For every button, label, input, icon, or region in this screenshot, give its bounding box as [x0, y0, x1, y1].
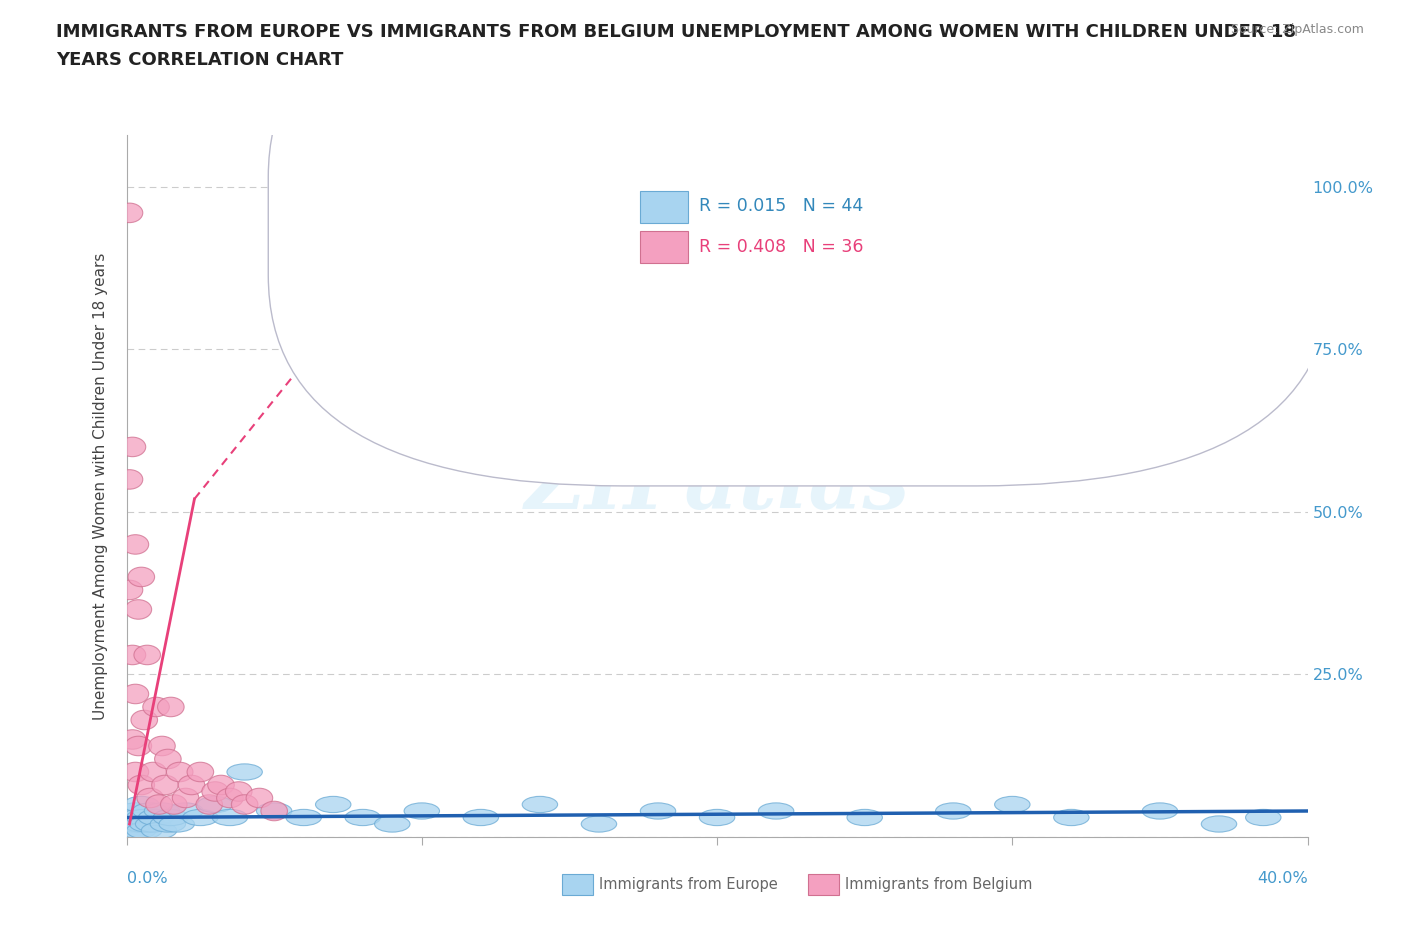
Ellipse shape — [846, 809, 883, 826]
Ellipse shape — [315, 796, 352, 813]
Ellipse shape — [935, 803, 972, 819]
Ellipse shape — [125, 737, 152, 756]
Text: ZIPatlas: ZIPatlas — [524, 445, 910, 526]
Ellipse shape — [138, 809, 174, 826]
Ellipse shape — [124, 816, 159, 832]
Ellipse shape — [1246, 809, 1281, 826]
Ellipse shape — [699, 809, 735, 826]
Ellipse shape — [132, 803, 167, 819]
Ellipse shape — [187, 763, 214, 782]
Ellipse shape — [153, 809, 188, 826]
Ellipse shape — [212, 809, 247, 826]
Ellipse shape — [141, 822, 177, 839]
Ellipse shape — [167, 803, 204, 819]
Ellipse shape — [118, 803, 153, 819]
Ellipse shape — [374, 816, 411, 832]
Ellipse shape — [118, 816, 153, 832]
Ellipse shape — [232, 795, 257, 815]
Y-axis label: Unemployment Among Women with Children Under 18 years: Unemployment Among Women with Children U… — [93, 252, 108, 720]
Ellipse shape — [136, 789, 163, 808]
Ellipse shape — [139, 763, 166, 782]
Ellipse shape — [146, 795, 173, 815]
Ellipse shape — [112, 816, 148, 832]
Text: 0.0%: 0.0% — [127, 871, 167, 886]
Ellipse shape — [134, 645, 160, 665]
Ellipse shape — [124, 796, 159, 813]
Ellipse shape — [152, 776, 179, 795]
Ellipse shape — [122, 535, 149, 554]
Ellipse shape — [285, 809, 322, 826]
Ellipse shape — [256, 803, 292, 819]
Ellipse shape — [115, 822, 150, 839]
Ellipse shape — [120, 645, 146, 665]
Text: Immigrants from Europe: Immigrants from Europe — [599, 877, 778, 892]
Ellipse shape — [1142, 803, 1178, 819]
Ellipse shape — [143, 698, 169, 717]
Ellipse shape — [129, 816, 165, 832]
Ellipse shape — [128, 776, 155, 795]
FancyBboxPatch shape — [269, 0, 1331, 486]
Text: YEARS CORRELATION CHART: YEARS CORRELATION CHART — [56, 51, 343, 69]
Ellipse shape — [117, 470, 143, 489]
Ellipse shape — [640, 803, 676, 819]
Ellipse shape — [994, 796, 1031, 813]
Text: R = 0.015   N = 44: R = 0.015 N = 44 — [699, 197, 863, 216]
Text: R = 0.408   N = 36: R = 0.408 N = 36 — [699, 238, 863, 256]
Ellipse shape — [127, 809, 162, 826]
Ellipse shape — [195, 795, 222, 815]
Ellipse shape — [581, 816, 617, 832]
Ellipse shape — [1053, 809, 1090, 826]
Ellipse shape — [149, 737, 176, 756]
Ellipse shape — [155, 750, 181, 769]
Text: 40.0%: 40.0% — [1257, 871, 1308, 886]
Ellipse shape — [179, 776, 205, 795]
Ellipse shape — [122, 684, 149, 704]
Ellipse shape — [120, 730, 146, 750]
Ellipse shape — [117, 580, 143, 600]
Ellipse shape — [208, 776, 235, 795]
Ellipse shape — [135, 816, 172, 832]
Ellipse shape — [157, 698, 184, 717]
Ellipse shape — [117, 203, 143, 222]
Ellipse shape — [173, 789, 198, 808]
Ellipse shape — [122, 763, 149, 782]
Text: Source: ZipAtlas.com: Source: ZipAtlas.com — [1230, 23, 1364, 36]
Ellipse shape — [150, 816, 186, 832]
Ellipse shape — [246, 789, 273, 808]
Ellipse shape — [1201, 816, 1237, 832]
Text: Immigrants from Belgium: Immigrants from Belgium — [845, 877, 1032, 892]
Ellipse shape — [183, 809, 218, 826]
Ellipse shape — [758, 803, 794, 819]
Ellipse shape — [262, 802, 287, 821]
Ellipse shape — [115, 809, 150, 826]
Ellipse shape — [197, 796, 233, 813]
Ellipse shape — [463, 809, 499, 826]
Ellipse shape — [225, 782, 252, 802]
Ellipse shape — [125, 600, 152, 619]
Ellipse shape — [160, 795, 187, 815]
Ellipse shape — [404, 803, 440, 819]
Bar — [640, 191, 688, 222]
Ellipse shape — [344, 809, 381, 826]
Ellipse shape — [226, 764, 263, 780]
Ellipse shape — [128, 567, 155, 587]
Ellipse shape — [159, 816, 194, 832]
Text: IMMIGRANTS FROM EUROPE VS IMMIGRANTS FROM BELGIUM UNEMPLOYMENT AMONG WOMEN WITH : IMMIGRANTS FROM EUROPE VS IMMIGRANTS FRO… — [56, 23, 1296, 41]
Bar — [640, 231, 688, 262]
Ellipse shape — [217, 789, 243, 808]
Ellipse shape — [120, 437, 146, 457]
Ellipse shape — [131, 711, 157, 730]
Ellipse shape — [166, 763, 193, 782]
Ellipse shape — [127, 822, 162, 839]
Ellipse shape — [145, 803, 180, 819]
Ellipse shape — [202, 782, 228, 802]
Ellipse shape — [121, 809, 156, 826]
Ellipse shape — [522, 796, 558, 813]
Ellipse shape — [121, 822, 156, 839]
